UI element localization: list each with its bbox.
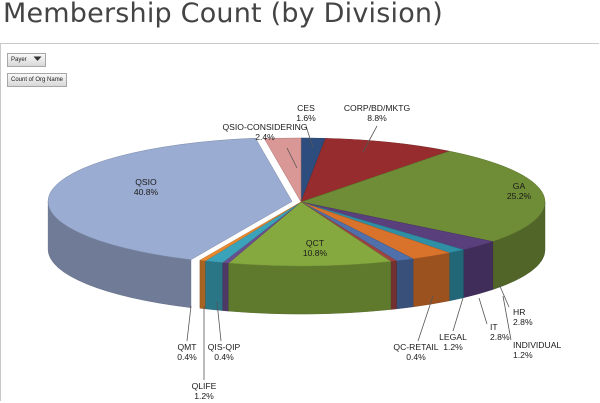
data-label-qlife: QLIFE <box>192 381 217 391</box>
filter-dropdown-icon <box>33 56 42 62</box>
pie-slice-qsio-considering <box>263 137 302 203</box>
data-label-ga: GA <box>513 181 526 191</box>
leader-line-qsio-considering <box>286 147 298 169</box>
leader-line-qis-qip <box>216 301 222 342</box>
pie-slice-side-legal <box>396 258 414 310</box>
data-value-qct: 10.8% <box>303 248 328 258</box>
data-label-qc-retail: QC-RETAIL <box>393 342 438 352</box>
pie-side-layer <box>47 201 546 315</box>
leader-line-individual <box>502 295 512 341</box>
leader-line-ces <box>305 125 314 149</box>
data-label-qis-qip: QIS-QIP <box>208 342 241 352</box>
pie-slice-qmt <box>199 201 302 262</box>
pie-slice-qsio <box>47 137 293 260</box>
pie-slice-side-it <box>412 252 450 308</box>
data-label-hr: HR <box>513 307 525 317</box>
data-value-hr: 2.8% <box>513 317 533 327</box>
pie-chart: CES1.6%CORP/BD/MKTG8.8%GA25.2%HR2.8%INDI… <box>47 103 562 401</box>
leader-line-hr <box>498 283 510 308</box>
pie-slice-side-qlife <box>205 260 223 311</box>
pie-slice-ga <box>300 150 546 242</box>
data-label-qmt: QMT <box>177 342 197 352</box>
pie-top-layer <box>47 137 546 267</box>
pie-slice-side-qc-retail <box>390 260 397 310</box>
leader-line-it <box>478 297 488 325</box>
data-label-qsio-considering: QSIO-CONSIDERING <box>223 122 308 132</box>
leader-line-corp-bd-mktg <box>362 125 378 153</box>
data-label-qsio: QSIO <box>135 177 157 187</box>
data-label-it: IT <box>490 322 498 332</box>
value-field-label: Count of Org Name <box>11 77 64 83</box>
data-value-legal: 1.2% <box>443 342 463 352</box>
data-value-individual: 1.2% <box>513 350 533 360</box>
data-value-corp-bd-mktg: 8.8% <box>367 113 387 123</box>
data-value-ga: 25.2% <box>507 191 532 201</box>
data-value-qsio-considering: 2.4% <box>255 132 275 142</box>
data-labels: CES1.6%CORP/BD/MKTG8.8%GA25.2%HR2.8%INDI… <box>134 103 562 401</box>
value-field-button[interactable]: Count of Org Name <box>7 73 68 87</box>
payer-filter-button[interactable]: Payer <box>7 53 46 67</box>
data-label-individual: INDIVIDUAL <box>513 340 561 350</box>
pie-slice-side-qis-qip <box>222 262 229 312</box>
data-value-qis-qip: 0.4% <box>214 352 234 362</box>
leader-line-qc-retail <box>417 295 434 342</box>
pie-slice-side-hr <box>463 241 494 298</box>
pie-slice-side-individual <box>449 249 464 302</box>
leader-line-legal <box>452 297 464 332</box>
pivot-chart-area[interactable]: Payer Count of Org Name CES 1.6% CORP/BD/M… <box>0 43 599 401</box>
pie-slice-side-qmt <box>199 260 206 310</box>
data-value-qsio: 40.8% <box>134 187 159 197</box>
page-title: Membership Count (by Division) <box>3 0 443 29</box>
payer-filter-label: Payer <box>11 57 27 63</box>
data-label-qct: QCT <box>306 238 325 248</box>
data-label-legal: LEGAL <box>439 332 467 342</box>
pie-slice-corp-bd-mktg <box>300 138 451 203</box>
data-label-ces: CES <box>297 103 315 113</box>
data-value-ces: 1.6% <box>296 113 316 123</box>
leader-line-qmt <box>186 305 192 342</box>
data-value-qlife: 1.2% <box>194 391 214 401</box>
pie-slice-side-qct <box>228 261 392 315</box>
data-value-qc-retail: 0.4% <box>406 352 426 362</box>
data-value-qmt: 0.4% <box>177 352 197 362</box>
data-value-it: 2.8% <box>490 332 510 342</box>
data-label-corp-bd-mktg: CORP/BD/MKTG <box>344 103 411 113</box>
pie-slice-qct <box>227 201 392 267</box>
